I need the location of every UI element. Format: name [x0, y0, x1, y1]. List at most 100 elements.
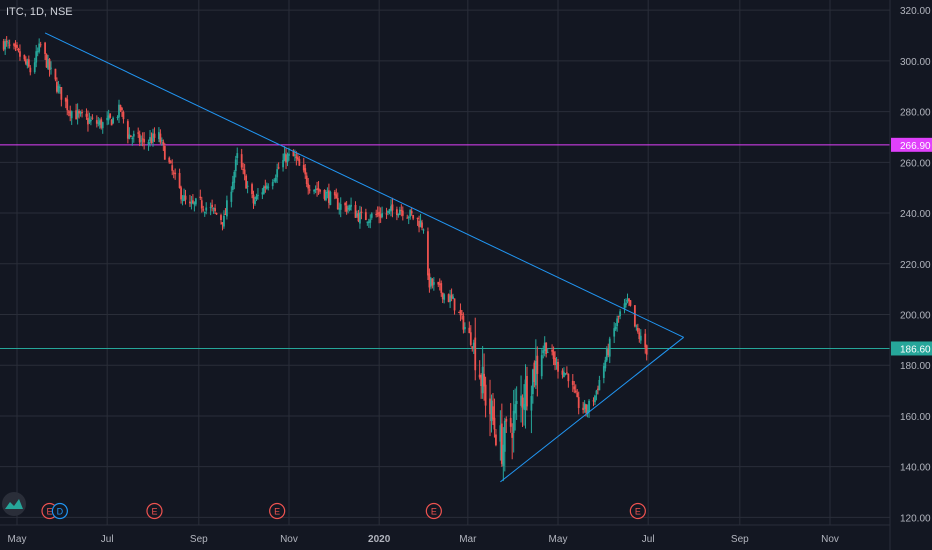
candle-body [545, 342, 548, 354]
trendline-ascending[interactable] [500, 336, 684, 483]
earnings-event-marker[interactable] [146, 502, 163, 520]
price-level-label: 266.90 [900, 141, 931, 152]
candle-body [350, 204, 352, 207]
price-axis[interactable]: 120.00 140.00 160.00 180.00 200.00 220.00 240.… [891, 6, 932, 524]
dividend-event-marker[interactable] [51, 502, 68, 520]
candle-body [551, 349, 554, 352]
candle-body [181, 199, 184, 201]
candle-body [91, 117, 94, 119]
candle-body [277, 167, 280, 169]
candle-body [462, 315, 465, 330]
candle-body [126, 121, 129, 139]
candle-body [313, 189, 316, 192]
candle-body [588, 400, 590, 413]
candle-body [360, 211, 363, 214]
candle-body [449, 295, 452, 302]
candle-body [493, 417, 496, 430]
price-tick-label: 280.00 [900, 108, 931, 119]
candle-body [183, 195, 185, 201]
price-tick-label: 220.00 [900, 260, 931, 271]
candle-body [607, 349, 610, 356]
candle-body [561, 370, 564, 375]
candle-body [302, 164, 305, 171]
candle-body [625, 302, 627, 305]
candle-body [401, 210, 404, 216]
candle-body [629, 300, 632, 306]
time-axis[interactable]: May Jul Sep Nov 2020 Mar May Jul Sep Nov [8, 534, 839, 545]
candle-body [137, 132, 140, 134]
candle-body [200, 200, 203, 209]
candle-body [152, 133, 154, 142]
candle-body [427, 231, 429, 276]
candle-body [573, 386, 576, 390]
candle-body [76, 110, 79, 118]
price-level-badge [891, 341, 932, 356]
candle-body [357, 213, 360, 222]
earnings-event-marker[interactable] [269, 502, 286, 520]
candle-body [240, 154, 243, 168]
candle-body [472, 342, 475, 348]
candle-body [205, 207, 208, 211]
candle-body [483, 373, 486, 387]
candle-body [202, 209, 205, 211]
candle-body [492, 406, 494, 420]
candle-body [304, 168, 307, 175]
candle-body [119, 105, 122, 111]
candle-body [554, 358, 556, 366]
candle-body [192, 200, 194, 203]
candle-body [14, 44, 17, 47]
candle-body [319, 189, 321, 192]
candle-body [13, 43, 15, 46]
candle-body [469, 332, 472, 345]
tradingview-logo[interactable] [2, 492, 26, 516]
candle-body [224, 213, 227, 215]
candle-body [463, 326, 466, 330]
trendline-descending[interactable] [44, 32, 684, 338]
candle-body [317, 188, 320, 191]
candle-body [171, 165, 174, 171]
candle-body [283, 153, 286, 162]
candle-body [356, 213, 358, 217]
candle-body [595, 390, 598, 395]
candle-body [416, 217, 419, 220]
candle-body [418, 220, 420, 228]
candle-body [503, 420, 506, 452]
candle-body [19, 51, 21, 57]
candle-body [592, 400, 595, 402]
candle-body [78, 110, 80, 114]
candle-body [242, 169, 245, 171]
trendlines[interactable] [44, 32, 684, 483]
candle-body [333, 192, 336, 196]
candle-body [231, 181, 234, 190]
candle-body [56, 81, 58, 92]
candle-body [58, 86, 61, 88]
candle-body [534, 360, 537, 386]
candle-body [512, 410, 515, 434]
candle-body [141, 138, 144, 140]
earnings-event-marker[interactable] [425, 502, 442, 520]
candle-body [293, 154, 296, 157]
candle-body [391, 204, 394, 211]
candle-body [536, 355, 539, 374]
candle-body [359, 212, 361, 224]
candle-body [557, 361, 559, 372]
candle-body [406, 217, 409, 219]
candle-body [484, 384, 487, 406]
candle-body [17, 48, 20, 51]
candle-body [441, 292, 444, 300]
candle-body [24, 59, 27, 64]
candle-body [64, 97, 67, 102]
candle-body [542, 350, 545, 354]
candle-body [339, 204, 342, 210]
candle-body [158, 132, 160, 139]
candle-body [617, 316, 620, 318]
candle-body [118, 104, 120, 118]
candle-body [354, 204, 357, 218]
candle-body [540, 355, 543, 377]
earnings-event-marker[interactable] [629, 502, 646, 520]
candle-body [147, 142, 150, 145]
candle-body [211, 204, 214, 207]
candle-body [638, 332, 641, 339]
candle-body [376, 212, 379, 215]
